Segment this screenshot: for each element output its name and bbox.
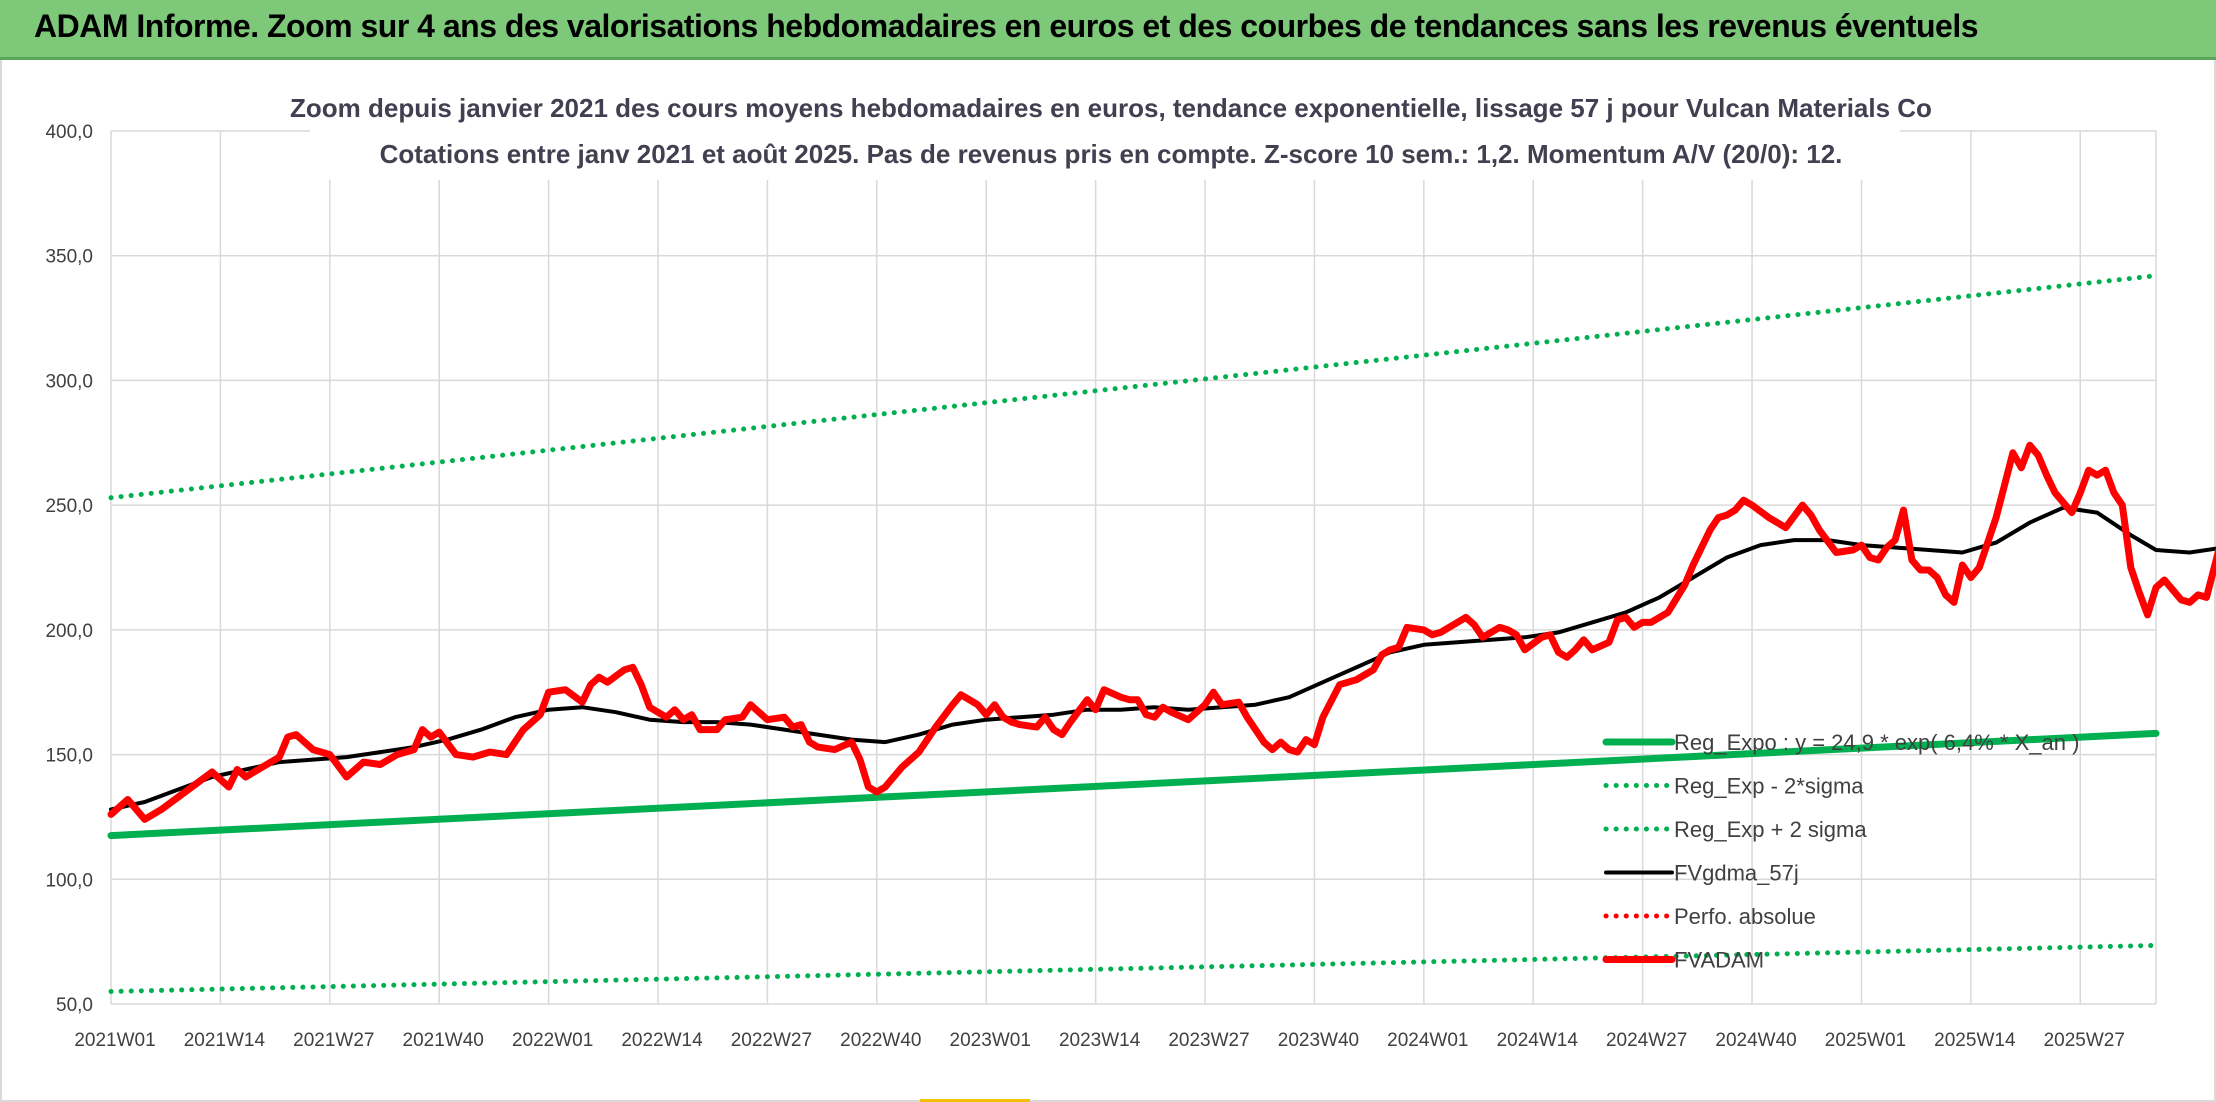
y-tick-label: 250,0 xyxy=(45,496,93,517)
x-tick-label: 2023W14 xyxy=(1059,1030,1141,1051)
x-tick-label: 2022W14 xyxy=(621,1030,703,1051)
series-line-fvadam xyxy=(107,441,2216,823)
report-title: ADAM Informe. Zoom sur 4 ans des valoris… xyxy=(34,8,1979,44)
y-tick-label: 200,0 xyxy=(45,621,93,642)
legend-label: Reg_Expo : y = 24,9 * exp( 6,4% * X_an ) xyxy=(1674,730,2079,755)
x-tick-label: 2023W27 xyxy=(1168,1030,1249,1051)
y-tick-label: 400,0 xyxy=(45,122,93,143)
series-line-reg-expo-y-24-9-exp-6-4-x-an xyxy=(107,729,2160,840)
legend-label: FVADAM xyxy=(1674,948,1764,973)
x-tick-label: 2023W01 xyxy=(950,1030,1031,1051)
x-tick-label: 2022W40 xyxy=(840,1030,921,1051)
x-tick-label: 2022W01 xyxy=(512,1030,593,1051)
x-tick-label: 2025W01 xyxy=(1825,1030,1906,1051)
series-line-fvgdma-57j xyxy=(109,505,2216,812)
x-tick-label: 2024W27 xyxy=(1606,1030,1687,1051)
chart-title: Zoom depuis janvier 2021 des cours moyen… xyxy=(290,93,1932,123)
y-tick-label: 100,0 xyxy=(45,870,93,891)
legend-label: FVgdma_57j xyxy=(1674,861,1799,886)
x-tick-label: 2025W14 xyxy=(1934,1030,2016,1051)
y-tick-label: 350,0 xyxy=(45,247,93,268)
legend-label: Reg_Exp - 2*sigma xyxy=(1674,774,1864,799)
legend-label: Reg_Exp + 2 sigma xyxy=(1674,817,1867,842)
x-tick-label: 2023W40 xyxy=(1278,1030,1359,1051)
x-axis: 2021W01 2021W14 2021W27 2021W40 2022W01 2022W… xyxy=(74,1030,2125,1051)
series-line-reg-exp-2-sigma xyxy=(108,273,2159,501)
x-tick-label: 2021W01 xyxy=(74,1030,155,1051)
chart-grid xyxy=(110,130,2157,1005)
chart-series xyxy=(107,273,2216,994)
x-tick-label: 2021W40 xyxy=(403,1030,484,1051)
x-tick-label: 2025W27 xyxy=(2044,1030,2125,1051)
x-tick-label: 2022W27 xyxy=(731,1030,812,1051)
y-tick-label: 300,0 xyxy=(45,371,93,392)
y-tick-label: 50,0 xyxy=(56,995,93,1016)
x-tick-label: 2021W27 xyxy=(293,1030,374,1051)
x-tick-label: 2021W14 xyxy=(184,1030,266,1051)
series-line-reg-exp-2-sigma xyxy=(108,942,2159,994)
chart-legend: Reg_Expo : y = 24,9 * exp( 6,4% * X_an )… xyxy=(1602,730,2079,973)
bottom-accent xyxy=(920,1099,1030,1102)
x-tick-label: 2024W01 xyxy=(1387,1030,1468,1051)
y-axis: 50,0 100,0 150,0 200,0 250,0 300,0 350,0 400,0 xyxy=(45,122,93,1016)
chart-subtitle: Cotations entre janv 2021 et août 2025. … xyxy=(380,139,1843,169)
legend-label: Perfo. absolue xyxy=(1674,904,1816,929)
x-tick-label: 2024W14 xyxy=(1497,1030,1579,1051)
x-tick-label: 2024W40 xyxy=(1715,1030,1796,1051)
title-backdrop xyxy=(310,80,1900,180)
y-tick-label: 150,0 xyxy=(45,746,93,767)
report-banner: ADAM Informe. Zoom sur 4 ans des valoris… xyxy=(0,0,2216,60)
